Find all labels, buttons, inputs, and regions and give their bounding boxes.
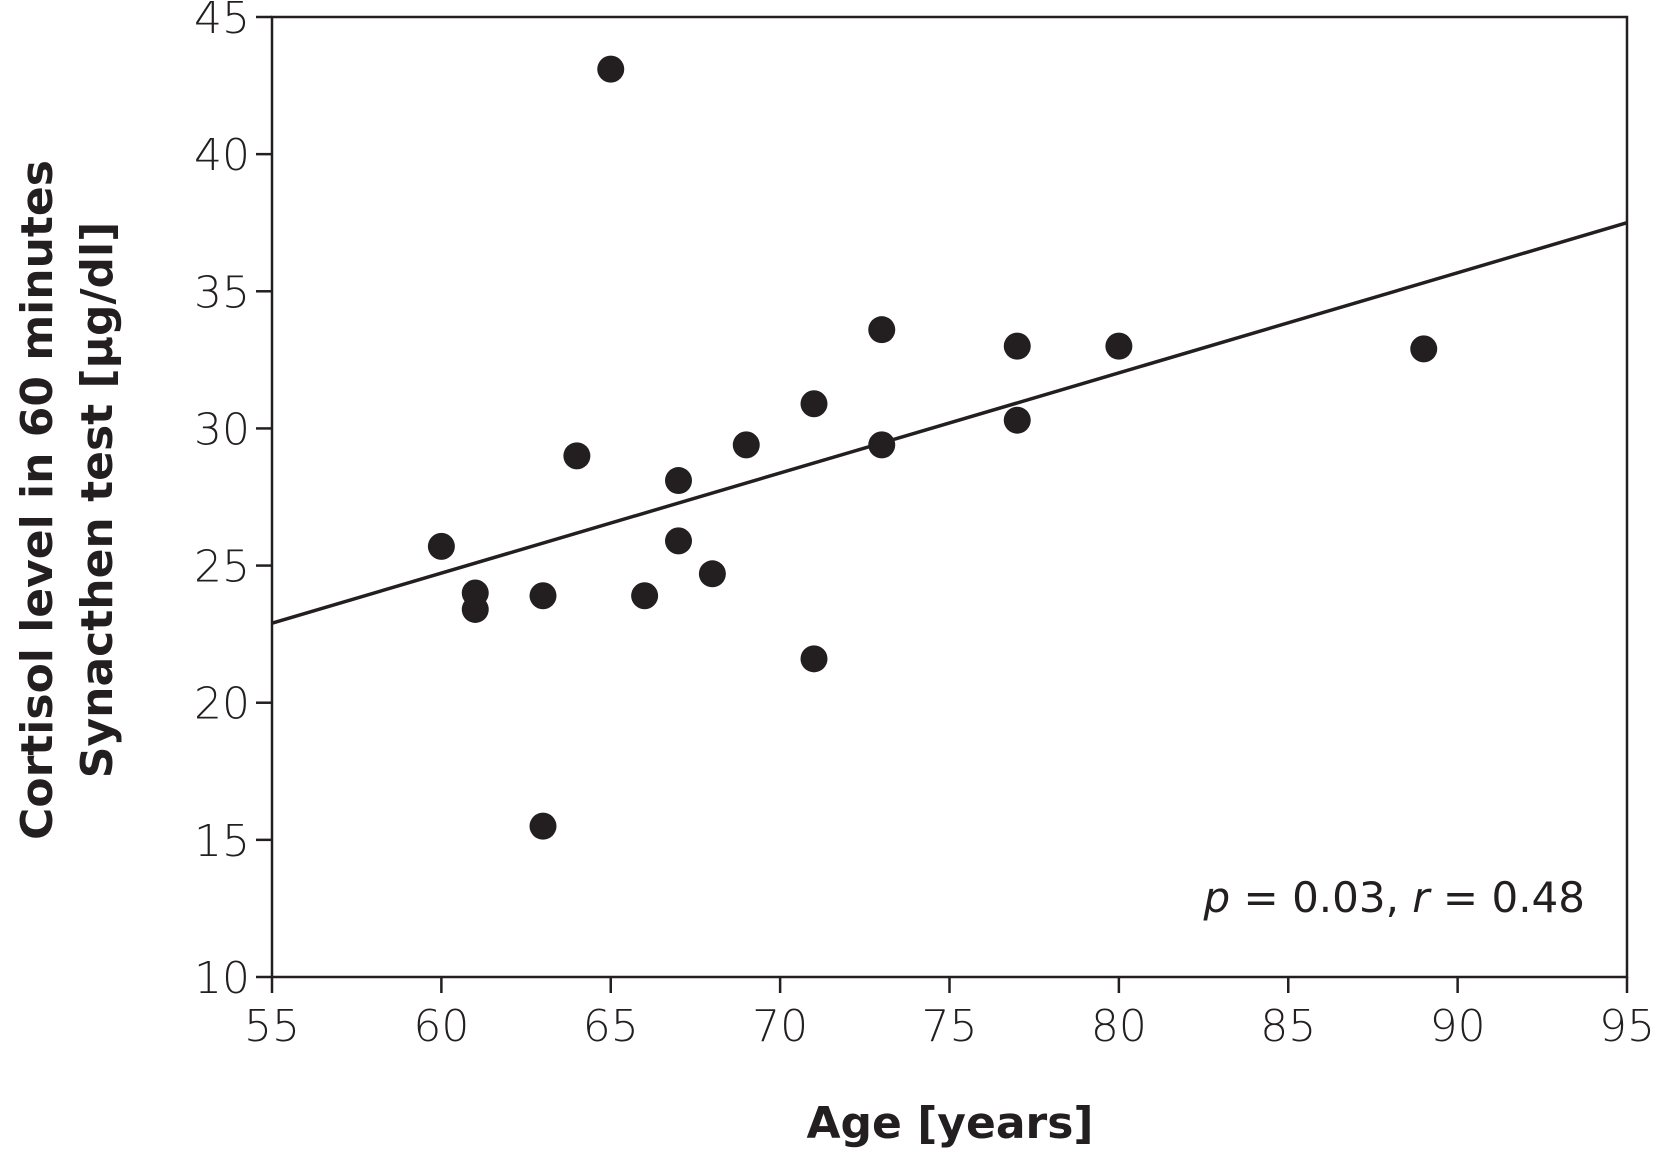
point — [1003, 332, 1031, 360]
y-tick-label: 15 — [194, 816, 250, 867]
x-tick-label: 95 — [1599, 1001, 1653, 1052]
point — [732, 431, 760, 459]
annotation: p = 0.03, r = 0.48 — [1203, 873, 1585, 922]
y-axis-label: Cortisol level in 60 minutes — [12, 160, 63, 840]
annotation-part: = 0.48 — [1430, 873, 1585, 922]
point — [529, 812, 557, 840]
annotation-part: r — [1412, 873, 1432, 922]
x-tick-label: 80 — [1091, 1001, 1147, 1052]
point — [665, 527, 692, 555]
point — [868, 431, 896, 459]
y-tick-label: 25 — [194, 542, 250, 593]
point — [631, 582, 659, 610]
annotation-part: p — [1203, 873, 1231, 922]
x-tick-label: 70 — [752, 1001, 808, 1052]
point — [427, 532, 455, 560]
point — [1003, 406, 1031, 434]
x-tick-label: 85 — [1260, 1001, 1316, 1052]
y-axis-label: Synacthen test [µg/dl] — [72, 222, 123, 778]
point — [698, 560, 726, 588]
point — [665, 467, 692, 495]
point — [800, 645, 828, 673]
x-tick-label: 60 — [413, 1001, 469, 1052]
y-tick-label: 40 — [194, 130, 250, 181]
point — [597, 55, 625, 83]
x-tick-label: 65 — [583, 1001, 639, 1052]
point — [1410, 335, 1438, 363]
annotation-part: = 0.03, — [1230, 873, 1412, 922]
x-tick-label: 75 — [922, 1001, 978, 1052]
trend-line — [271, 221, 1628, 625]
y-tick-label: 35 — [194, 267, 250, 318]
point — [461, 595, 489, 623]
y-tick-label: 30 — [194, 404, 250, 455]
point — [1105, 332, 1133, 360]
x-tick-label: 90 — [1430, 1001, 1486, 1052]
y-tick-label: 10 — [194, 953, 250, 1004]
x-axis-label: Age [years] — [806, 1098, 1093, 1149]
point — [868, 316, 896, 344]
point — [800, 390, 828, 418]
plot-frame — [270, 15, 1629, 979]
x-tick-label: 55 — [244, 1001, 300, 1052]
y-tick-label: 20 — [194, 679, 250, 730]
point — [563, 442, 591, 470]
point — [529, 582, 557, 610]
y-tick-label: 45 — [194, 0, 250, 44]
